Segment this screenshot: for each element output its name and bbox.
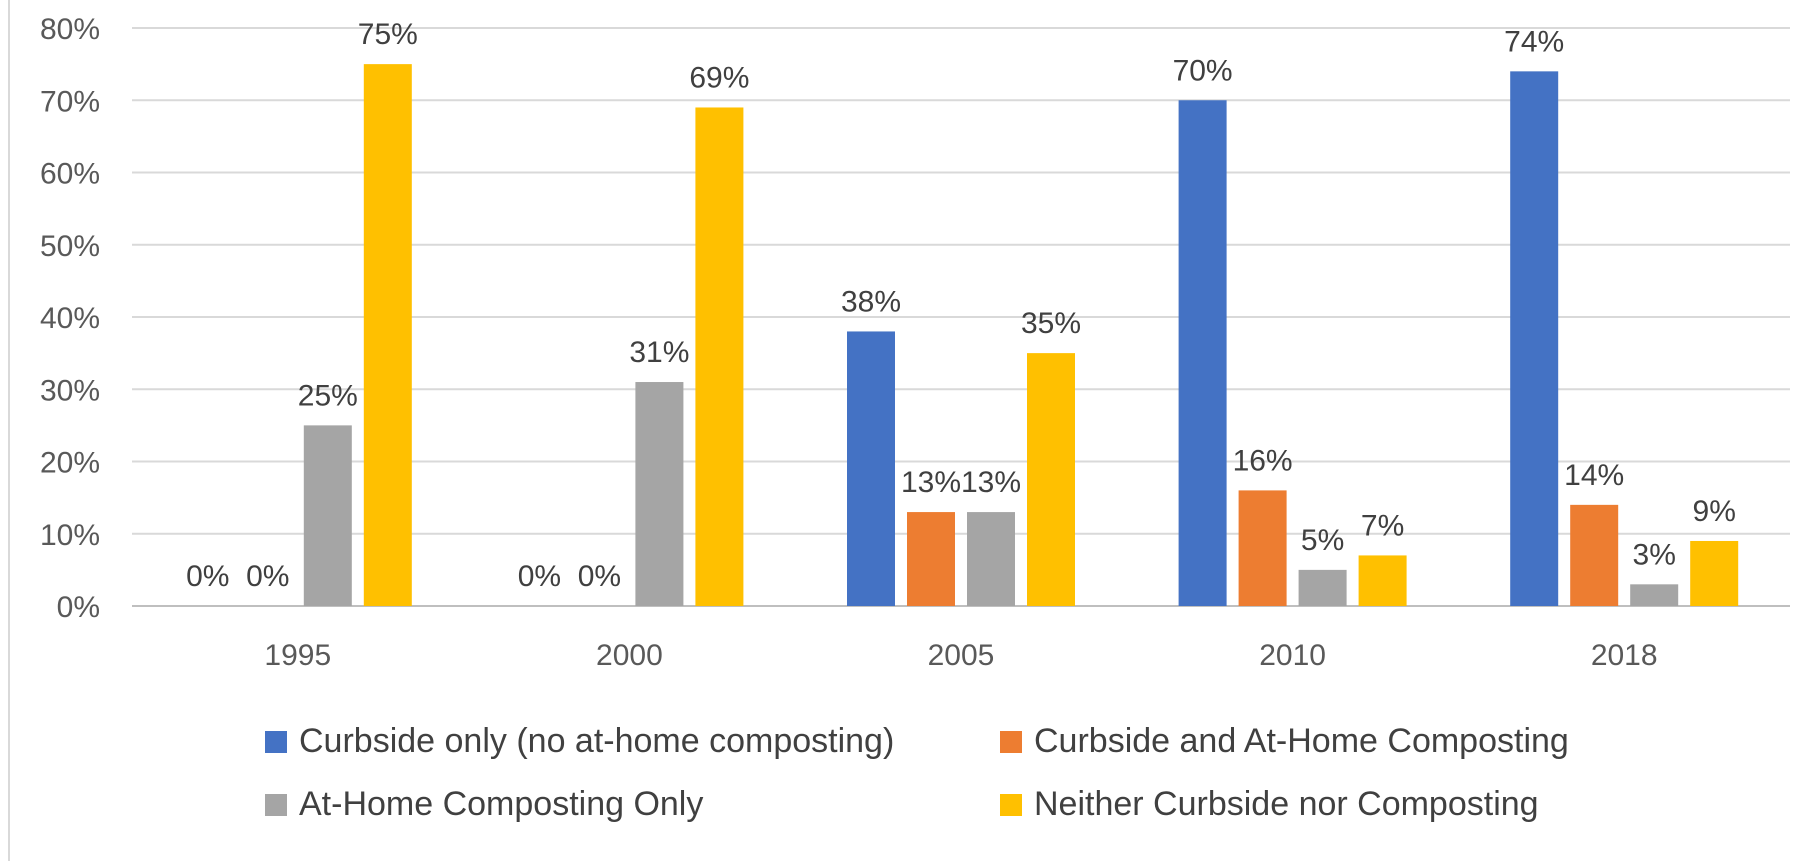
y-tick-label: 30% <box>40 374 100 407</box>
x-tick-label: 1995 <box>264 639 331 672</box>
bar <box>1690 540 1739 606</box>
y-tick-label: 40% <box>40 302 100 335</box>
data-label: 35% <box>1021 307 1081 340</box>
x-tick-label: 2018 <box>1591 639 1658 672</box>
y-tick-label: 10% <box>40 519 100 552</box>
data-label: 13% <box>901 466 961 499</box>
x-tick-label: 2005 <box>928 639 995 672</box>
bar <box>907 512 955 606</box>
data-label: 5% <box>1301 524 1344 557</box>
data-label: 69% <box>689 61 749 94</box>
bar <box>363 64 412 606</box>
data-label: 9% <box>1693 495 1736 528</box>
bar <box>635 382 684 606</box>
bar <box>967 512 1015 606</box>
x-tick-label: 2000 <box>596 639 663 672</box>
bar <box>303 425 352 606</box>
data-label: 38% <box>841 285 901 318</box>
data-label: 7% <box>1361 509 1404 542</box>
bar <box>1630 584 1679 606</box>
data-label: 14% <box>1564 459 1624 492</box>
data-label: 0% <box>518 560 561 593</box>
bar <box>1178 100 1227 606</box>
bar <box>1570 504 1619 606</box>
bar <box>1358 555 1407 606</box>
y-tick-label: 0% <box>57 591 100 624</box>
bar <box>1510 71 1559 607</box>
y-tick-label: 60% <box>40 158 100 191</box>
bar <box>1298 569 1347 606</box>
data-label: 0% <box>186 560 229 593</box>
y-tick-label: 50% <box>40 230 100 263</box>
bar <box>1238 490 1287 606</box>
x-tick-label: 2010 <box>1259 639 1326 672</box>
data-label: 25% <box>298 379 358 412</box>
data-label: 3% <box>1633 538 1676 571</box>
data-label: 31% <box>629 336 689 369</box>
y-tick-label: 20% <box>40 447 100 480</box>
data-label: 75% <box>358 18 418 51</box>
frame-border <box>8 0 10 861</box>
bar <box>1027 353 1075 606</box>
y-tick-label: 70% <box>40 85 100 118</box>
data-label: 13% <box>961 466 1021 499</box>
data-label: 0% <box>246 560 289 593</box>
y-tick-label: 80% <box>40 13 100 46</box>
data-label: 0% <box>578 560 621 593</box>
data-label: 70% <box>1173 54 1233 87</box>
bar <box>847 331 895 606</box>
data-label: 16% <box>1233 444 1293 477</box>
bar <box>695 107 744 606</box>
data-label: 74% <box>1504 25 1564 58</box>
